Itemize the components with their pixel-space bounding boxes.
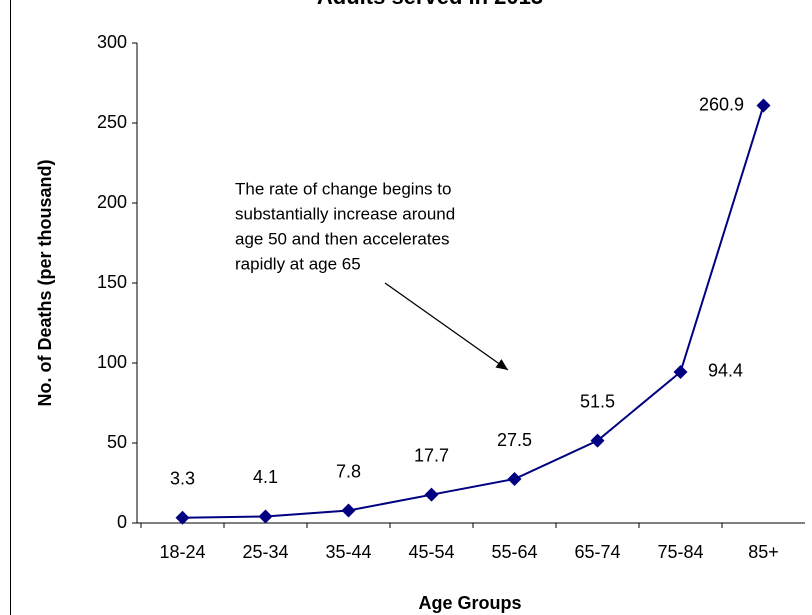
data-label: 94.4 bbox=[708, 361, 743, 381]
data-label: 51.5 bbox=[580, 391, 615, 411]
y-tick-label: 50 bbox=[107, 432, 127, 452]
x-tick-label: 55-64 bbox=[491, 542, 537, 562]
marker bbox=[756, 98, 771, 113]
line bbox=[182, 105, 765, 519]
annotation-text: rapidly at age 65 bbox=[235, 254, 361, 273]
x-tick-label: 75-84 bbox=[657, 542, 703, 562]
marker bbox=[341, 503, 356, 518]
data-label: 4.1 bbox=[253, 467, 278, 487]
annotation-text: substantially increase around bbox=[235, 204, 455, 223]
marker bbox=[175, 510, 190, 525]
data-label: 3.3 bbox=[170, 468, 195, 488]
x-tick-label: 85+ bbox=[748, 542, 779, 562]
marker bbox=[507, 472, 522, 486]
marker bbox=[258, 509, 273, 524]
y-axis-label: No. of Deaths (per thousand) bbox=[35, 159, 55, 406]
y-tick-label: 0 bbox=[117, 512, 127, 532]
y-tick-label: 100 bbox=[97, 352, 127, 372]
annotation-text: The rate of change begins to bbox=[235, 179, 451, 198]
x-tick-label: 25-34 bbox=[242, 542, 288, 562]
marker bbox=[590, 433, 605, 448]
x-tick-label: 35-44 bbox=[325, 542, 371, 562]
y-tick-label: 300 bbox=[97, 32, 127, 52]
annotation-arrow bbox=[384, 282, 509, 371]
x-axis-label: Age Groups bbox=[418, 593, 521, 613]
marker bbox=[673, 364, 688, 379]
marker bbox=[424, 487, 439, 502]
y-tick-label: 200 bbox=[97, 192, 127, 212]
x-tick-label: 18-24 bbox=[159, 542, 205, 562]
y-tick-label: 150 bbox=[97, 272, 127, 292]
x-tick-label: 65-74 bbox=[574, 542, 620, 562]
data-label: 17.7 bbox=[414, 445, 449, 465]
y-tick-label: 250 bbox=[97, 112, 127, 132]
data-label: 260.9 bbox=[699, 94, 744, 114]
x-tick-label: 45-54 bbox=[408, 542, 454, 562]
data-label: 27.5 bbox=[497, 430, 532, 450]
chart-title: Adults served in 2013 bbox=[317, 0, 543, 9]
data-label: 7.8 bbox=[336, 461, 361, 481]
annotation-text: age 50 and then accelerates bbox=[235, 229, 450, 248]
